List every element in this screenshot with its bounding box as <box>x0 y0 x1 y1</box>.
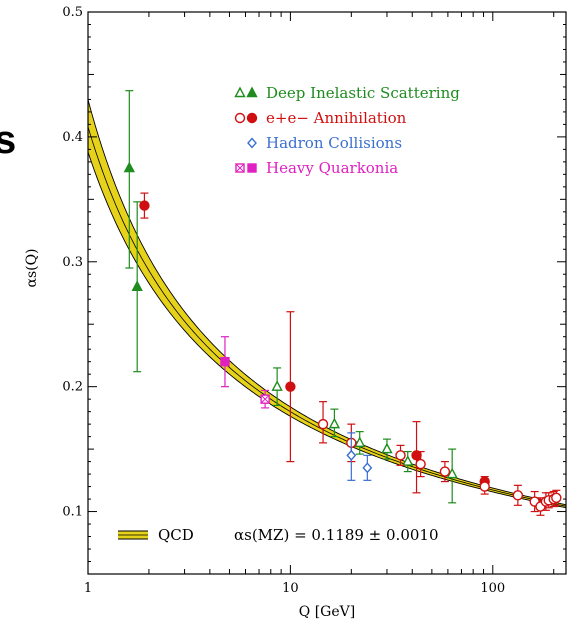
legend: Deep Inelastic Scattering e+e− Annihilati… <box>234 84 460 177</box>
legend-marker-filled-ee <box>246 112 258 124</box>
legend-item-ee: e+e− Annihilation <box>234 109 407 127</box>
quarkonia-marker-0-box <box>220 356 230 367</box>
x-axis-label: Q [GeV] <box>299 604 355 620</box>
y-tick-label: 0.2 <box>62 380 83 395</box>
series-quarkonia <box>220 336 270 409</box>
qcd-annotation: αs(MZ) = 0.1189 ± 0.0010 <box>234 526 439 544</box>
legend-marker-open-ee <box>234 112 246 124</box>
quarkonia-point-0 <box>220 336 230 388</box>
quarkonia-marker-1 <box>260 394 270 404</box>
ee-marker-10 <box>512 490 524 501</box>
quarkonia-marker-0 <box>220 356 230 367</box>
legend-marker-open-quarkonia <box>235 163 245 173</box>
ee-point-16 <box>551 489 562 506</box>
legend-marker-open-dis <box>234 86 246 98</box>
legend-label-quarkonia: Heavy Quarkonia <box>266 159 398 177</box>
dis-marker-7 <box>446 467 458 479</box>
dis-marker-5 <box>381 442 393 454</box>
ee-marker-7 <box>439 466 451 477</box>
ee-point-2 <box>317 401 329 444</box>
ee-point-0 <box>139 192 150 219</box>
quarkonia-point-1 <box>260 389 270 409</box>
hadron-marker-1 <box>362 462 373 474</box>
qcd-legend: QCD αs(MZ) = 0.1189 ± 0.0010 <box>118 526 439 544</box>
axis-ticks: 1 10 100 0.1 0.2 0.3 0.4 0.5 <box>62 5 566 596</box>
ee-point-4 <box>395 444 406 466</box>
y-tick-label: 0.3 <box>62 255 83 270</box>
legend-marker-open-quarkonia-cross-b <box>236 164 244 172</box>
x-tick-label: 10 <box>282 581 299 596</box>
dis-point-5 <box>381 438 393 460</box>
ee-marker-1 <box>285 381 296 392</box>
ee-point-5 <box>411 421 422 494</box>
dis-point-0 <box>123 90 135 269</box>
plot-frame <box>87 11 567 575</box>
y-axis-label: αs(Q) <box>24 248 40 287</box>
dis-marker-1 <box>131 280 143 291</box>
legend-label-ee: e+e− Annihilation <box>266 109 407 127</box>
dis-point-6 <box>402 451 414 473</box>
hadron-point-1 <box>362 454 373 481</box>
legend-marker-filled-dis <box>246 86 258 98</box>
quarkonia-marker-1-cross-b <box>261 395 269 404</box>
hadron-marker-0 <box>346 449 357 461</box>
dis-point-4 <box>354 431 366 455</box>
dis-marker-2 <box>271 380 283 391</box>
dis-point-7 <box>446 448 458 504</box>
legend-label-dis: Deep Inelastic Scattering <box>266 84 460 102</box>
y-tick-label: 0.4 <box>62 130 83 145</box>
legend-marker-filled-quarkonia-box <box>247 163 257 173</box>
y-tick-label: 0.1 <box>62 505 83 520</box>
dis-point-2 <box>271 367 283 406</box>
legend-label-hadron: Hadron Collisions <box>266 134 402 152</box>
ee-marker-16 <box>551 492 562 504</box>
legend-marker-filled-quarkonia <box>247 163 257 173</box>
ee-point-1 <box>285 311 296 463</box>
dis-marker-0 <box>123 161 135 173</box>
ee-point-10 <box>512 484 524 506</box>
qcd-legend-label: QCD <box>158 526 194 544</box>
plot-area <box>88 90 566 516</box>
legend-item-dis: Deep Inelastic Scattering <box>234 84 460 102</box>
y-tick-label: 0.5 <box>62 5 83 20</box>
dis-marker-4 <box>354 436 366 448</box>
dis-point-3 <box>328 408 341 438</box>
cropped-overlay-letter: s <box>0 118 17 162</box>
dis-marker-3 <box>328 417 341 429</box>
legend-item-quarkonia: Heavy Quarkonia <box>235 159 398 177</box>
ee-marker-0 <box>139 200 150 211</box>
ee-point-9 <box>479 478 490 495</box>
ee-marker-6 <box>415 458 426 470</box>
ee-marker-9 <box>479 481 490 492</box>
x-tick-label: 100 <box>480 581 505 596</box>
ee-point-7 <box>439 461 451 483</box>
qcd-central-curve <box>88 126 566 507</box>
qcd-band-lower-edge <box>88 151 566 509</box>
ee-marker-2 <box>317 418 329 430</box>
dis-point-1 <box>131 201 143 373</box>
series-ee <box>139 192 562 516</box>
x-tick-label: 1 <box>84 581 92 596</box>
series-dis <box>123 90 458 504</box>
dis-marker-6 <box>402 455 414 466</box>
ee-point-6 <box>415 451 426 478</box>
legend-marker-hadron <box>247 137 257 149</box>
ee-marker-4 <box>395 450 406 461</box>
legend-item-hadron: Hadron Collisions <box>247 134 402 152</box>
hadron-point-0 <box>346 432 357 481</box>
series-hadron <box>346 432 373 481</box>
